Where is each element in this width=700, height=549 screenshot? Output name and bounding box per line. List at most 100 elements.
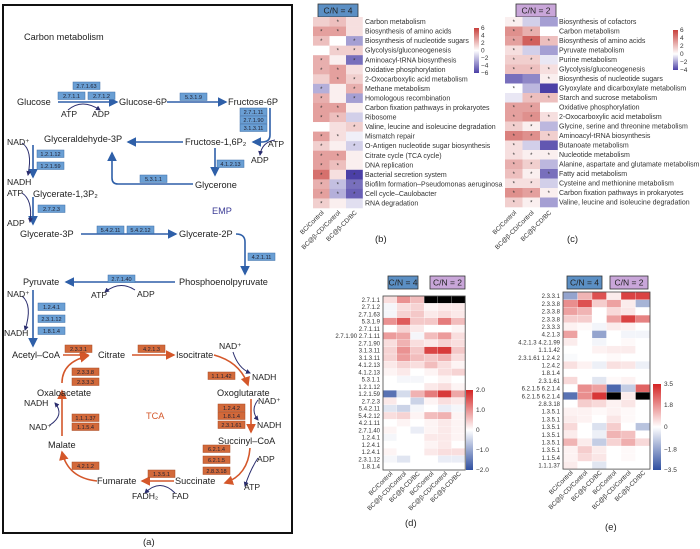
significance-marker: * — [530, 30, 533, 36]
colorbar-tick-label: −4 — [680, 67, 688, 74]
colorbar-tick-label: −6 — [481, 70, 489, 77]
heatmap-cell — [313, 169, 330, 180]
colorbar-tick-label: 3.5 — [664, 381, 673, 388]
heatmap-row-label: Aminoacyl-tRNA biosynthesis — [559, 133, 651, 140]
heatmap-cell — [522, 93, 541, 103]
heatmap-cell — [606, 345, 622, 355]
heatmap-row-label: 6.2.1.5 6.2.1.4 — [522, 394, 561, 400]
heatmap-cell — [635, 376, 651, 385]
heatmap-cell — [313, 179, 330, 190]
metabolite-succinate: Succinate — [175, 476, 215, 486]
heatmap-cell — [382, 455, 398, 464]
heatmap-cell — [410, 411, 425, 420]
enzyme-label: 2.3.1.12 — [41, 317, 61, 323]
heatmap-cell — [591, 407, 607, 416]
condition-header-box — [609, 275, 649, 290]
heatmap-row-label: 2.7.1.90 2.7.1.11 — [335, 334, 380, 340]
enzyme-box: 2.7.1.90 — [239, 115, 268, 124]
enzyme-box-bg — [217, 411, 246, 420]
emp-arrows — [28, 97, 271, 348]
heatmap-cell — [562, 391, 578, 401]
cofactor-adp: ADP — [257, 454, 275, 464]
enzyme-box: 2.3.1.61 — [217, 420, 246, 429]
heatmap-row-label: 4.1.2.13 — [358, 370, 380, 376]
heatmap-cell — [635, 299, 651, 308]
enzyme-box-bg — [217, 420, 246, 429]
heatmap-cell — [396, 317, 411, 326]
heatmap-row-label: Mismatch repair — [365, 134, 415, 141]
heatmap-cell — [577, 453, 593, 462]
enzyme-box-bg — [71, 413, 100, 422]
heatmap-cell — [522, 83, 541, 94]
enzyme-box-bg — [71, 461, 100, 470]
heatmap-row-label: Pyruvate metabolism — [559, 48, 625, 55]
heatmap-cell — [591, 368, 607, 378]
enzyme-label: 1.1.5.4 — [77, 425, 94, 431]
heatmap-cell — [451, 317, 466, 326]
colorbar-tick-label: −2.0 — [476, 467, 489, 474]
heatmap-cell — [423, 390, 439, 398]
heatmap-cell — [451, 303, 466, 311]
heatmap-cell — [346, 131, 363, 142]
heatmap-cell — [505, 197, 523, 208]
panel-label: (d) — [405, 518, 417, 529]
significance-marker: * — [320, 96, 323, 102]
significance-marker: * — [548, 96, 551, 102]
heatmap-row-label: 1.1.1.37 — [538, 464, 560, 470]
heatmap-cell — [540, 64, 558, 75]
heatmap-panels: C/N = 4 * Carbon metabolism * * Biosynthesis … — [299, 3, 700, 533]
heatmap-cell — [522, 26, 541, 37]
heatmap-cell — [410, 375, 425, 384]
heatmap-cell — [591, 391, 607, 401]
heatmap-cell — [382, 411, 398, 420]
heatmap-cell — [437, 375, 452, 384]
heatmap-cell — [346, 141, 363, 151]
enzyme-box: 5.4.2.12 — [126, 225, 155, 234]
heatmap-cell — [313, 83, 330, 94]
heatmap-cell — [437, 361, 452, 369]
heatmap-row-label: 4.2.1.3 — [542, 333, 561, 339]
heatmap-row-label: Biosynthesis of amino acids — [365, 29, 452, 36]
heatmap-cell — [606, 391, 622, 401]
heatmap-cell — [313, 160, 330, 171]
metabolite-succinyl-coa: Succinyl–CoA — [218, 436, 276, 446]
significance-marker: * — [513, 87, 516, 93]
enzyme-label: 1.2.4.2 — [223, 406, 240, 412]
heatmap-cell — [313, 122, 330, 132]
heatmap-cell — [522, 150, 541, 160]
enzyme-boxes: 2.7.1.63 2.7.1.1 2.7.1.2 5.3.1.9 2.7.1.11 2.7… — [36, 81, 276, 478]
heatmap-cell — [606, 314, 622, 324]
enzyme-box-bg — [71, 377, 100, 386]
heatmap-cell — [635, 415, 651, 424]
heatmap-cell — [329, 45, 347, 56]
colorbar-tick-label: 1.0 — [476, 407, 485, 414]
heatmap-cell — [540, 121, 558, 132]
enzyme-box: 2.7.1.11 — [239, 107, 268, 116]
cofactor-atp: ATP — [61, 109, 77, 119]
heatmap-cell — [451, 448, 466, 456]
heatmap-cell — [313, 150, 330, 161]
heatmap-cell — [346, 102, 363, 113]
significance-marker: * — [353, 125, 356, 131]
heatmap-cell — [635, 291, 651, 301]
heatmap-cell — [620, 461, 636, 470]
significance-marker: * — [353, 173, 356, 179]
heatmap-cell — [382, 390, 398, 398]
significance-marker: * — [337, 163, 340, 169]
heatmap-cell — [437, 455, 452, 464]
significance-marker: * — [320, 135, 323, 141]
heatmap-row-label: Nucleotide metabolism — [559, 152, 630, 159]
heatmap-cell — [437, 310, 452, 319]
heatmap-cell — [451, 390, 466, 398]
heatmap-cell — [313, 45, 330, 56]
heatmap-cell — [346, 122, 363, 132]
heatmap-cell — [540, 169, 558, 179]
heatmap-row-label: Carbon metabolism — [559, 29, 620, 36]
heatmap-cell — [346, 188, 363, 199]
heatmap-cell — [313, 198, 330, 209]
enzyme-label: 1.1.1.37 — [75, 416, 95, 422]
heatmap-cell — [522, 121, 541, 132]
heatmap-cell — [423, 440, 439, 449]
enzyme-label: 5.3.1.9 — [185, 95, 202, 101]
